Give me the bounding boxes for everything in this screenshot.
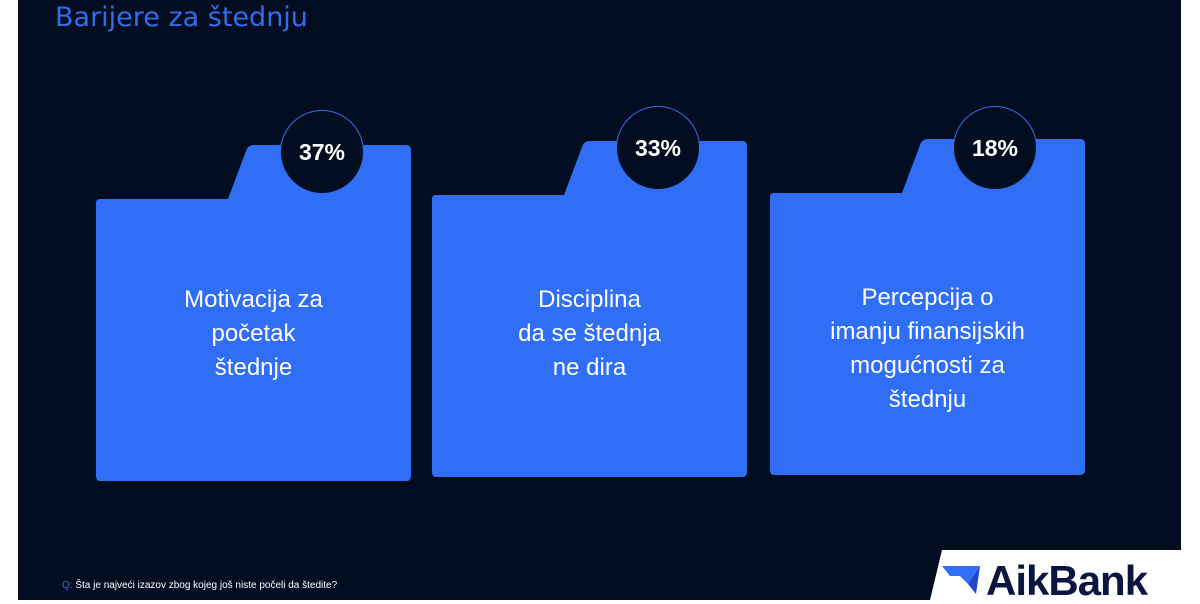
- label-line: mogućnosti za: [850, 352, 1005, 379]
- label-line: ne dira: [552, 354, 627, 381]
- card-label: Disciplina da se štednja ne dira: [432, 283, 747, 385]
- label-line: Percepcija o: [861, 284, 994, 311]
- barrier-card-discipline: Disciplina da se štednja ne dira: [432, 141, 747, 477]
- logo-text: AikBank: [986, 557, 1148, 604]
- label-line: imanju finansijskih: [830, 318, 1025, 345]
- folder-shape: [96, 145, 411, 481]
- percent-badge: 37%: [280, 110, 364, 194]
- folder-shape: [770, 139, 1085, 475]
- barrier-card-perception: Percepcija o imanju finansijskih mogućno…: [770, 139, 1085, 475]
- barrier-card-motivation: Motivacija za početak štednje: [96, 145, 411, 481]
- label-line: početak: [211, 320, 296, 347]
- page-title: Barijere za štednju: [55, 2, 308, 33]
- label-line: štednje: [214, 354, 293, 381]
- percent-badge: 18%: [953, 106, 1037, 190]
- label-line: da se štednja: [518, 320, 661, 347]
- aikbank-logo: AikBank: [942, 557, 1148, 604]
- card-label: Percepcija o imanju finansijskih mogućno…: [770, 281, 1085, 417]
- card-label: Motivacija za početak štednje: [96, 283, 411, 385]
- aikbank-logo-icon: [942, 566, 980, 594]
- label-line: Motivacija za: [184, 286, 323, 313]
- question-text: Šta je najveći izazov zbog kojeg još nis…: [75, 580, 338, 591]
- survey-question: Q: Šta je najveći izazov zbog kojeg još …: [62, 580, 337, 591]
- label-line: Disciplina: [538, 286, 641, 313]
- folder-shape: [432, 141, 747, 477]
- percent-badge: 33%: [616, 106, 700, 190]
- label-line: štednju: [888, 386, 967, 413]
- question-prefix: Q:: [62, 580, 73, 591]
